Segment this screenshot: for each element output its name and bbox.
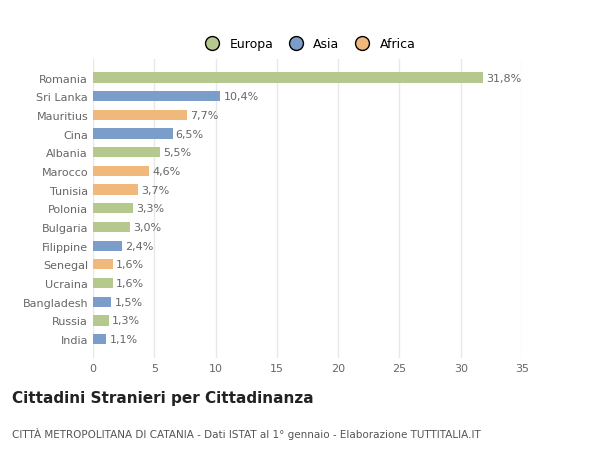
Bar (93, 278, 113, 289)
Bar (93, 73, 483, 84)
Text: CITTÀ METROPOLITANA DI CATANIA - Dati ISTAT al 1° gennaio - Elaborazione TUTTITA: CITTÀ METROPOLITANA DI CATANIA - Dati IS… (12, 427, 481, 439)
Bar (93, 222, 130, 233)
Text: 3,3%: 3,3% (137, 204, 164, 214)
Bar (93, 297, 112, 307)
Text: 1,1%: 1,1% (110, 334, 137, 344)
Text: 4,6%: 4,6% (152, 167, 181, 177)
Bar (93, 129, 173, 140)
Bar (93, 111, 187, 121)
Bar (93, 167, 149, 177)
Text: 1,6%: 1,6% (116, 279, 144, 288)
Bar (93, 204, 133, 214)
Bar (93, 316, 109, 326)
Text: Cittadini Stranieri per Cittadinanza: Cittadini Stranieri per Cittadinanza (12, 390, 314, 405)
Text: 1,5%: 1,5% (115, 297, 143, 307)
Text: 31,8%: 31,8% (486, 73, 521, 84)
Legend: Europa, Asia, Africa: Europa, Asia, Africa (194, 33, 421, 56)
Text: 2,4%: 2,4% (125, 241, 154, 251)
Text: 3,7%: 3,7% (142, 185, 170, 195)
Text: 10,4%: 10,4% (224, 92, 259, 102)
Bar (93, 92, 220, 102)
Text: 1,3%: 1,3% (112, 316, 140, 326)
Text: 5,5%: 5,5% (163, 148, 191, 158)
Text: 6,5%: 6,5% (176, 129, 204, 139)
Bar (93, 148, 160, 158)
Bar (93, 241, 122, 251)
Bar (93, 185, 139, 196)
Text: 1,6%: 1,6% (116, 260, 144, 270)
Bar (93, 334, 106, 344)
Bar (93, 260, 113, 270)
Text: 7,7%: 7,7% (190, 111, 219, 121)
Text: 3,0%: 3,0% (133, 223, 161, 232)
